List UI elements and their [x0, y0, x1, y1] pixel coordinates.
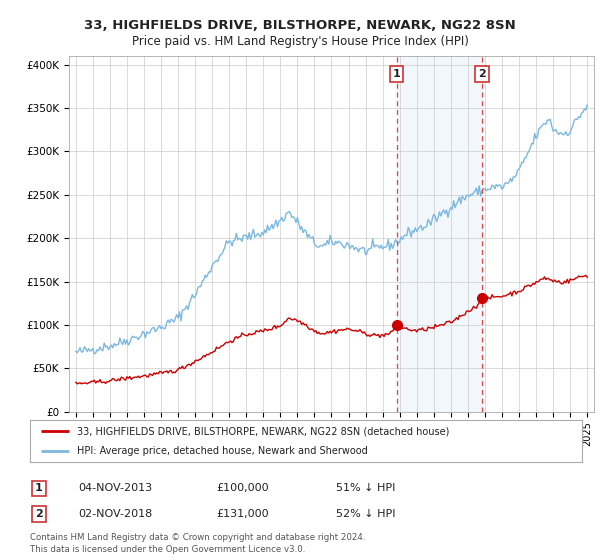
Bar: [397, 56, 482, 412]
Text: 51% ↓ HPI: 51% ↓ HPI: [336, 483, 395, 493]
Text: 2: 2: [478, 69, 486, 79]
Text: This data is licensed under the Open Government Licence v3.0.: This data is licensed under the Open Gov…: [30, 545, 305, 554]
Text: Price paid vs. HM Land Registry's House Price Index (HPI): Price paid vs. HM Land Registry's House …: [131, 35, 469, 49]
Text: 33, HIGHFIELDS DRIVE, BILSTHORPE, NEWARK, NG22 8SN: 33, HIGHFIELDS DRIVE, BILSTHORPE, NEWARK…: [84, 18, 516, 32]
Text: £131,000: £131,000: [216, 509, 269, 519]
Text: Contains HM Land Registry data © Crown copyright and database right 2024.: Contains HM Land Registry data © Crown c…: [30, 533, 365, 542]
Text: 52% ↓ HPI: 52% ↓ HPI: [336, 509, 395, 519]
Text: 1: 1: [393, 69, 401, 79]
Text: 02-NOV-2018: 02-NOV-2018: [78, 509, 152, 519]
Text: £100,000: £100,000: [216, 483, 269, 493]
Text: 33, HIGHFIELDS DRIVE, BILSTHORPE, NEWARK, NG22 8SN (detached house): 33, HIGHFIELDS DRIVE, BILSTHORPE, NEWARK…: [77, 426, 449, 436]
Text: 2: 2: [35, 509, 43, 519]
Text: 04-NOV-2013: 04-NOV-2013: [78, 483, 152, 493]
Text: HPI: Average price, detached house, Newark and Sherwood: HPI: Average price, detached house, Newa…: [77, 446, 368, 456]
Text: 1: 1: [35, 483, 43, 493]
